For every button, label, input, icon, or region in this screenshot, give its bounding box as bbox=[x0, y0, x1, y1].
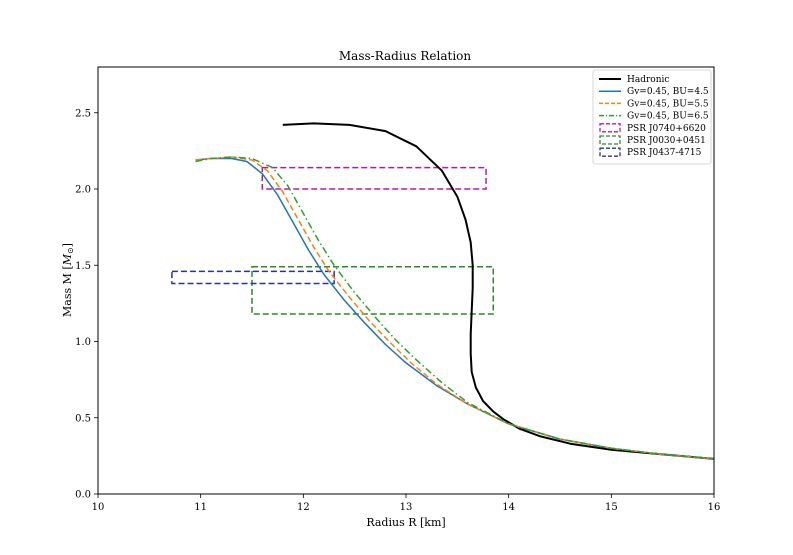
observation-box bbox=[171, 270, 335, 285]
x-tick-label: 15 bbox=[605, 502, 618, 513]
series-line bbox=[195, 156, 714, 460]
x-tick-label: 16 bbox=[708, 502, 721, 513]
y-axis: 0.0 0.5 1.0 1.5 2.0 2.5 bbox=[75, 108, 98, 501]
y-tick-label: 2.0 bbox=[75, 185, 91, 196]
legend-label: PSR J0740+6620 bbox=[627, 124, 706, 134]
legend-label: Gv=0.45, BU=5.5 bbox=[627, 99, 709, 109]
series-lines bbox=[195, 122, 714, 460]
x-tick-label: 11 bbox=[194, 502, 207, 513]
observation-boxes bbox=[171, 166, 495, 315]
series-line bbox=[195, 157, 714, 460]
series-line bbox=[195, 156, 714, 460]
y-tick-label: 0.0 bbox=[75, 490, 91, 501]
x-axis: 10 11 12 13 14 15 16 bbox=[92, 494, 721, 513]
x-tick-label: 10 bbox=[92, 502, 105, 513]
x-tick-label: 13 bbox=[400, 502, 413, 513]
legend-label: Hadronic bbox=[627, 75, 669, 85]
y-tick-label: 1.5 bbox=[75, 261, 91, 272]
legend-swatch bbox=[599, 123, 621, 133]
observation-box bbox=[261, 166, 487, 190]
chart-title: Mass-Radius Relation bbox=[339, 49, 472, 63]
plot-area bbox=[97, 66, 715, 495]
legend-frame bbox=[592, 69, 712, 165]
legend-label: Gv=0.45, BU=6.5 bbox=[627, 112, 709, 122]
y-axis-label: Mass M [M⊙] bbox=[61, 243, 75, 317]
observation-box bbox=[251, 266, 495, 315]
legend-label: Gv=0.45, BU=4.5 bbox=[627, 87, 709, 97]
y-tick-label: 1.0 bbox=[75, 337, 91, 348]
y-tick-label: 2.5 bbox=[75, 108, 91, 119]
x-tick-label: 12 bbox=[297, 502, 310, 513]
series-line bbox=[282, 122, 714, 460]
legend-swatch bbox=[599, 147, 621, 157]
y-tick-label: 0.5 bbox=[75, 413, 91, 424]
x-axis-label: Radius R [km] bbox=[366, 516, 445, 529]
legend-swatch bbox=[599, 135, 621, 145]
legend-label: PSR J0030+0451 bbox=[627, 136, 706, 146]
legend-label: PSR J0437-4715 bbox=[627, 148, 702, 158]
legend: Hadronic Gv=0.45, BU=4.5 Gv=0.45, BU=5.5 Gv… bbox=[592, 69, 712, 165]
x-tick-label: 14 bbox=[502, 502, 515, 513]
